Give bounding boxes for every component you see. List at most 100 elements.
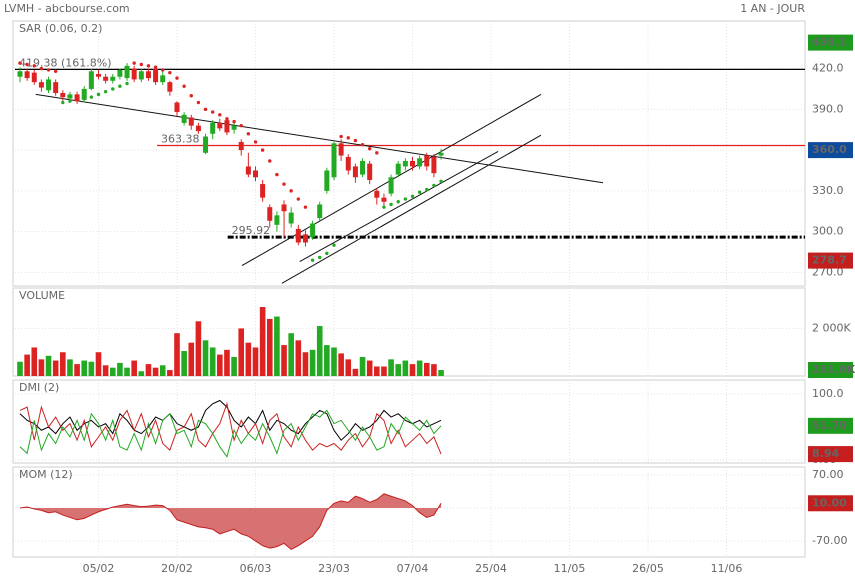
volume-bar bbox=[416, 360, 423, 376]
value-marker bbox=[808, 34, 853, 51]
sar-dot bbox=[39, 66, 44, 71]
candle-body bbox=[124, 65, 130, 79]
volume-bar bbox=[338, 353, 344, 376]
y-tick-label: 270.0 bbox=[812, 265, 844, 278]
sar-dot bbox=[246, 132, 251, 136]
y-tick-label: 420.0 bbox=[812, 62, 844, 75]
volume-bar bbox=[431, 364, 437, 376]
sar-dot bbox=[360, 142, 365, 147]
volume-bar bbox=[252, 347, 259, 376]
value-marker bbox=[808, 362, 853, 379]
sar-dot bbox=[168, 70, 172, 75]
candle-body bbox=[74, 94, 80, 102]
candle-body bbox=[131, 68, 137, 80]
volume-bar bbox=[131, 360, 137, 376]
sar-dot bbox=[132, 61, 136, 65]
volume-bar bbox=[274, 316, 280, 376]
value-marker-label: 251.0K bbox=[812, 363, 855, 376]
volume-bar bbox=[324, 345, 330, 376]
volume-bar bbox=[423, 362, 430, 376]
volume-bar bbox=[245, 342, 252, 376]
candle-body bbox=[324, 170, 330, 191]
sar-dot bbox=[118, 84, 122, 88]
volume-bar bbox=[17, 361, 23, 376]
volume-bar bbox=[81, 360, 88, 376]
sar-dot bbox=[75, 98, 79, 102]
volume-bar bbox=[181, 351, 187, 376]
sar-dot bbox=[139, 62, 144, 67]
volume-bar bbox=[38, 359, 45, 376]
x-tick-label: 20/02 bbox=[161, 562, 193, 575]
sar-dot bbox=[89, 95, 94, 99]
volume-bar bbox=[295, 340, 302, 376]
candle-body bbox=[138, 71, 144, 80]
value-marker-label: 8.94 bbox=[812, 447, 839, 460]
volume-bar bbox=[67, 359, 73, 376]
level-label: 295.92 bbox=[232, 224, 271, 237]
sar-dot bbox=[439, 179, 443, 184]
candle-body bbox=[238, 141, 244, 151]
candle-body bbox=[374, 190, 380, 198]
sar-dot bbox=[253, 140, 258, 144]
volume-bar bbox=[124, 367, 130, 376]
dmi-line bbox=[19, 401, 442, 455]
sar-dot bbox=[375, 151, 379, 155]
sar-dot bbox=[275, 172, 279, 177]
candle-body bbox=[53, 82, 59, 94]
panel bbox=[15, 288, 805, 376]
dmi-line bbox=[19, 409, 442, 458]
volume-bar bbox=[52, 360, 59, 376]
sar-dot bbox=[410, 194, 415, 199]
volume-bar bbox=[117, 362, 123, 376]
volume-bar bbox=[238, 328, 245, 376]
volume-bar bbox=[224, 349, 230, 376]
panel bbox=[15, 467, 805, 557]
panel-frame bbox=[12, 20, 806, 287]
sar-dot bbox=[239, 123, 243, 128]
y-tick-label: 390.0 bbox=[812, 102, 844, 115]
panel-title: DMI (2) bbox=[19, 381, 59, 394]
value-marker-label: 10.00 bbox=[812, 496, 847, 509]
volume-bar bbox=[366, 360, 373, 376]
volume-bar bbox=[438, 370, 444, 376]
candle-body bbox=[181, 114, 187, 123]
value-marker bbox=[808, 252, 853, 269]
volume-bar bbox=[409, 364, 416, 376]
candle-body bbox=[31, 72, 37, 83]
y-tick-label: -70.00 bbox=[812, 534, 847, 547]
volume-bar bbox=[388, 359, 394, 376]
volume-bar bbox=[331, 347, 337, 376]
panel-frame bbox=[12, 379, 806, 464]
value-marker bbox=[808, 446, 853, 463]
candle-body bbox=[388, 177, 394, 194]
trendline bbox=[35, 93, 604, 184]
candle-body bbox=[424, 155, 430, 167]
candle-body bbox=[217, 122, 223, 129]
volume-bar bbox=[202, 340, 209, 376]
y-tick-label: 70.00 bbox=[812, 468, 844, 481]
trendline bbox=[281, 134, 542, 284]
x-tick-label: 26/05 bbox=[632, 562, 664, 575]
sar-dot bbox=[153, 65, 158, 69]
volume-bar bbox=[359, 356, 366, 376]
sar-dot bbox=[61, 100, 65, 105]
candle-body bbox=[81, 88, 87, 100]
volume-bar bbox=[316, 326, 323, 376]
volume-bar bbox=[352, 368, 359, 376]
volume-bar bbox=[159, 365, 166, 376]
header-period: 1 AN - JOUR bbox=[740, 2, 805, 15]
value-marker-label: 360.0 bbox=[812, 143, 847, 156]
sar-dot bbox=[346, 136, 350, 140]
candle-body bbox=[295, 228, 301, 243]
sar-dot bbox=[260, 148, 265, 152]
sar-dot bbox=[125, 81, 129, 86]
candle-body bbox=[331, 143, 337, 178]
volume-bar bbox=[188, 342, 195, 376]
volume-bar bbox=[145, 364, 152, 376]
sar-dot bbox=[53, 69, 58, 73]
level-label: 363.38 bbox=[161, 133, 200, 146]
volume-bar bbox=[174, 333, 180, 376]
candle-body bbox=[24, 71, 30, 79]
dmi-line bbox=[19, 399, 442, 441]
